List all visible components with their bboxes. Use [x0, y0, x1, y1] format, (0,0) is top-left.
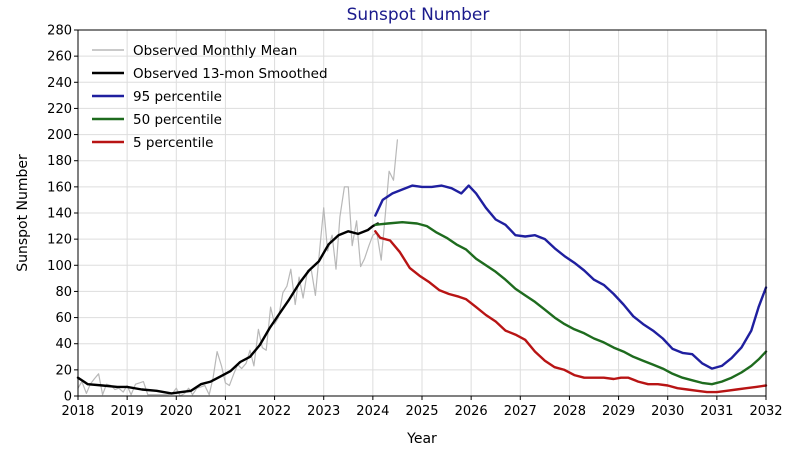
x-tick-label: 2031 — [700, 404, 733, 419]
x-tick-label: 2023 — [307, 404, 340, 419]
y-tick-label: 120 — [47, 233, 72, 248]
y-tick-label: 60 — [55, 311, 72, 326]
plot-frame — [77, 29, 767, 397]
legend-label-observed-monthly-mean: Observed Monthly Mean — [133, 43, 297, 59]
legend-label-5-percentile: 5 percentile — [133, 135, 213, 151]
y-tick-label: 220 — [47, 102, 72, 117]
x-tick-label: 2027 — [504, 404, 537, 419]
chart-title: Sunspot Number — [347, 5, 490, 25]
series-line-observed-13-mon-smoothed — [76, 222, 379, 395]
y-tick-label: 40 — [55, 337, 72, 352]
x-tick-label: 2032 — [749, 404, 782, 419]
y-tick-label: 180 — [47, 154, 72, 169]
legend-label-observed-13-mon-smoothed: Observed 13-mon Smoothed — [133, 66, 328, 82]
y-tick-label: 240 — [47, 76, 72, 91]
y-tick-label: 260 — [47, 50, 72, 65]
x-tick-label: 2022 — [258, 404, 291, 419]
series-line-95-percentile — [374, 184, 768, 370]
y-tick-label: 20 — [55, 363, 72, 378]
y-tick-label: 200 — [47, 128, 72, 143]
series-line-5-percentile — [374, 230, 768, 394]
y-axis-label: Sunspot Number — [15, 154, 31, 272]
x-tick-label: 2020 — [160, 404, 193, 419]
y-tick-label: 160 — [47, 180, 72, 195]
series-layer — [76, 139, 768, 397]
legend-label-50-percentile: 50 percentile — [133, 112, 222, 128]
y-tick-label: 0 — [64, 390, 72, 405]
y-axis: 0 20 40 60 80 100 120 140 160 180 200 220 240 260 280 — [47, 24, 78, 405]
x-tick-label: 2021 — [209, 404, 242, 419]
x-axis-label: Year — [406, 431, 437, 447]
x-tick-label: 2018 — [61, 404, 94, 419]
x-tick-label: 2019 — [111, 404, 144, 419]
series-line-50-percentile — [374, 221, 768, 386]
x-tick-label: 2024 — [356, 404, 389, 419]
x-axis: 2018 2019 2020 2021 2022 2023 2024 2025 2026 2027… — [61, 396, 783, 419]
x-tick-label: 2025 — [405, 404, 438, 419]
x-tick-label: 2030 — [651, 404, 684, 419]
legend: Observed Monthly Mean Observed 13-mon Smo… — [92, 43, 328, 151]
y-tick-label: 280 — [47, 24, 72, 39]
series-line-observed-monthly-mean — [77, 139, 398, 397]
x-tick-label: 2026 — [455, 404, 488, 419]
y-tick-label: 100 — [47, 259, 72, 274]
y-tick-label: 80 — [55, 285, 72, 300]
legend-label-95-percentile: 95 percentile — [133, 89, 222, 105]
gridlines — [77, 29, 767, 397]
y-tick-label: 140 — [47, 207, 72, 222]
x-tick-label: 2029 — [602, 404, 635, 419]
x-tick-label: 2028 — [553, 404, 586, 419]
